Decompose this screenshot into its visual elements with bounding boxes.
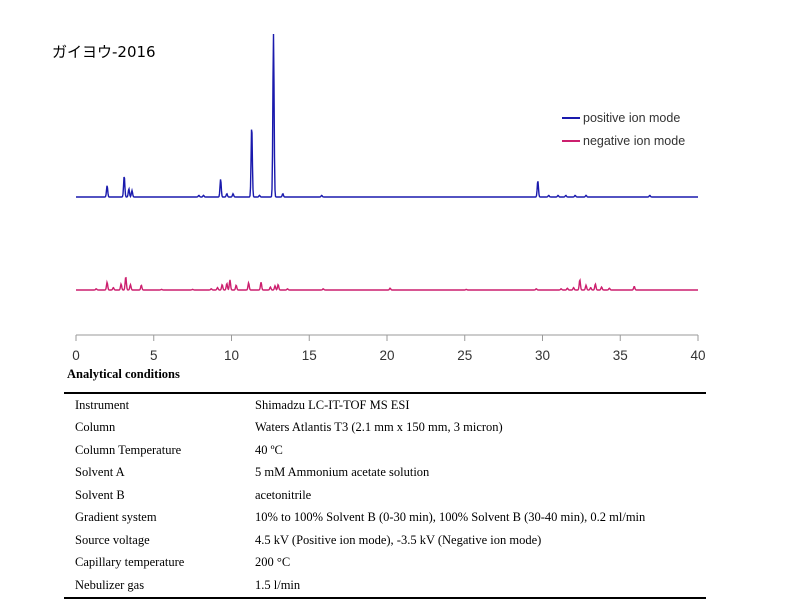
conditions-row: Instrument Shimadzu LC-IT-TOF MS ESI — [64, 393, 706, 417]
x-tick-label: 5 — [150, 348, 158, 363]
x-tick-label: 20 — [379, 348, 394, 363]
conditions-value: Waters Atlantis T3 (2.1 mm x 150 mm, 3 m… — [255, 420, 503, 435]
conditions-row: Gradient system 10% to 100% Solvent B (0-… — [64, 507, 706, 530]
conditions-key: Gradient system — [75, 510, 157, 525]
conditions-value: 10% to 100% Solvent B (0-30 min), 100% S… — [255, 510, 646, 525]
sample-title: ガイヨウ-2016 — [52, 43, 156, 61]
legend-item-negative: negative ion mode — [562, 129, 685, 152]
x-tick-label: 10 — [224, 348, 239, 363]
conditions-row: Column Temperature 40 ºC — [64, 439, 706, 462]
x-tick-label: 15 — [302, 348, 317, 363]
conditions-key: Solvent B — [75, 487, 125, 502]
conditions-value: 1.5 l/min — [255, 577, 301, 592]
x-tick-label: 40 — [690, 348, 705, 363]
conditions-value: 200 °C — [255, 555, 291, 570]
x-tick-label: 35 — [613, 348, 628, 363]
conditions-value: 4.5 kV (Positive ion mode), -3.5 kV (Neg… — [255, 532, 542, 547]
conditions-value: Shimadzu LC-IT-TOF MS ESI — [255, 397, 410, 412]
conditions-value: acetonitrile — [255, 487, 312, 502]
conditions-key: Source voltage — [75, 532, 150, 547]
x-tick-label: 25 — [457, 348, 472, 363]
conditions-key: Instrument — [75, 397, 130, 412]
series-line-positive — [76, 34, 698, 199]
series-line-negative — [76, 276, 698, 291]
conditions-row: Capillary temperature 200 °C — [64, 552, 706, 575]
conditions-row: Source voltage 4.5 kV (Positive ion mode)… — [64, 529, 706, 552]
conditions-row: Column Waters Atlantis T3 (2.1 mm x 150 m… — [64, 417, 706, 440]
conditions-row: Solvent B acetonitrile — [64, 484, 706, 507]
conditions-key: Capillary temperature — [75, 555, 185, 570]
legend-swatch-positive — [562, 116, 580, 119]
conditions-value: 40 ºC — [255, 442, 283, 457]
conditions-key: Nebulizer gas — [75, 577, 145, 592]
conditions-value: 5 mM Ammonium acetate solution — [255, 465, 430, 480]
legend-label-negative: negative ion mode — [583, 133, 686, 148]
conditions-row: Solvent A 5 mM Ammonium acetate solution — [64, 462, 706, 485]
conditions-key: Column — [75, 420, 116, 435]
x-tick-label: 30 — [535, 348, 550, 363]
legend: positive ion mode negative ion mode — [562, 106, 685, 152]
conditions-table: Instrument Shimadzu LC-IT-TOF MS ESI Colum… — [64, 392, 706, 599]
conditions-row: Nebulizer gas 1.5 l/min — [64, 574, 706, 598]
legend-label-positive: positive ion mode — [583, 110, 681, 125]
conditions-key: Column Temperature — [75, 442, 182, 457]
legend-swatch-negative — [562, 139, 580, 142]
conditions-title: Analytical conditions — [67, 367, 180, 381]
legend-item-positive: positive ion mode — [562, 106, 685, 129]
conditions-key: Solvent A — [75, 465, 125, 480]
x-tick-label: 0 — [72, 348, 80, 363]
chromatogram-chart: 0 5 10 15 20 25 30 35 40 — [72, 34, 706, 363]
